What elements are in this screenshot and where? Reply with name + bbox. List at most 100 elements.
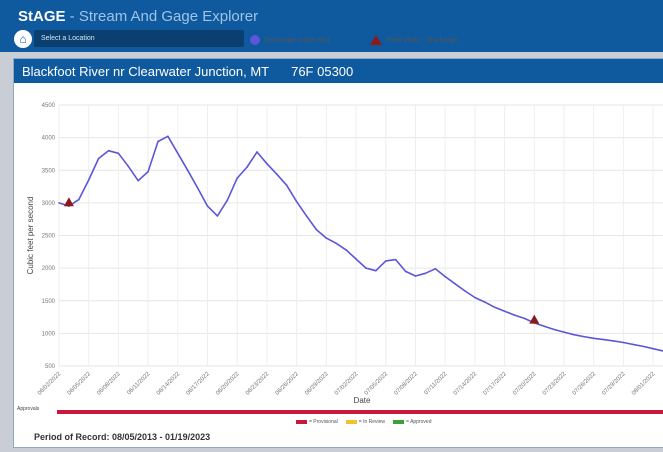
field-visit-marker xyxy=(63,197,74,207)
discharge-point xyxy=(97,157,100,160)
home-icon[interactable]: ⌂ xyxy=(14,30,32,48)
x-tick-label: 08/01/2022 xyxy=(631,371,657,397)
discharge-point xyxy=(523,317,526,320)
location-select[interactable]: Select a Location xyxy=(34,30,244,47)
discharge-point xyxy=(355,258,357,260)
in-review-swatch xyxy=(345,420,357,424)
discharge-point xyxy=(246,166,248,168)
discharge-point xyxy=(167,135,169,138)
discharge-series-line xyxy=(58,135,663,352)
in-review-label: = In Review xyxy=(358,419,386,425)
x-tick-label: 06/29/2022 xyxy=(304,371,330,397)
discharge-point xyxy=(276,173,278,175)
y-tick-label: 1000 xyxy=(42,331,56,337)
approvals-label: Approvals xyxy=(17,406,40,412)
discharge-point xyxy=(652,347,654,350)
discharge-point xyxy=(206,205,209,207)
discharge-point xyxy=(196,187,199,189)
discharge-point xyxy=(256,151,258,153)
discharge-point xyxy=(305,215,308,217)
discharge-point xyxy=(157,140,159,143)
discharge-point xyxy=(513,314,516,316)
x-tick-label: 07/20/2022 xyxy=(512,371,538,397)
provisional-label: = Provisional xyxy=(309,419,338,425)
status-provisional: = Provisional xyxy=(296,419,338,425)
discharge-point xyxy=(137,179,140,182)
discharge-point xyxy=(543,325,545,327)
approval-status-bar xyxy=(57,410,663,414)
discharge-point xyxy=(117,152,120,155)
discharge-point xyxy=(285,184,288,187)
x-tick-label: 07/08/2022 xyxy=(393,371,419,397)
x-tick-label: 06/23/2022 xyxy=(245,371,271,397)
discharge-point xyxy=(563,331,565,333)
discharge-point xyxy=(493,306,496,309)
site-id: 76F 05300 xyxy=(291,63,354,79)
discharge-point xyxy=(127,165,130,168)
x-tick-label: 07/02/2022 xyxy=(334,371,360,397)
field-visit-marker xyxy=(529,314,540,324)
y-axis-title: Cubic feet per second xyxy=(26,197,35,275)
x-tick-label: 07/17/2022 xyxy=(483,371,509,397)
discharge-point xyxy=(147,170,149,173)
chart-panel: Blackfoot River nr Clearwater Junction, … xyxy=(13,58,663,448)
x-tick-label: 07/05/2022 xyxy=(364,371,390,397)
y-tick-label: 2500 xyxy=(42,234,56,240)
chart-legend: Discharge (cubic ft/s) Field Visits - Di… xyxy=(0,35,663,49)
approved-swatch xyxy=(393,420,405,424)
approved-label: = Approved xyxy=(406,419,432,425)
x-tick-label: 07/26/2022 xyxy=(572,371,598,397)
field-visit-legend-marker xyxy=(370,35,382,45)
discharge-point xyxy=(444,275,446,278)
x-tick-label: 06/05/2022 xyxy=(67,371,93,397)
x-tick-label: 07/23/2022 xyxy=(542,371,568,397)
discharge-point xyxy=(622,341,625,344)
discharge-legend-marker xyxy=(250,35,260,45)
legend-item-field-visits[interactable]: Field Visits - Discharge xyxy=(370,35,457,45)
discharge-point xyxy=(394,258,397,261)
discharge-point xyxy=(78,198,80,201)
x-tick-label: 06/14/2022 xyxy=(156,371,182,397)
app-header: StAGE - Stream And Gage Explorer ⌂ Selec… xyxy=(0,0,663,52)
y-tick-label: 1500 xyxy=(42,299,56,305)
discharge-point xyxy=(612,340,615,342)
discharge-point xyxy=(107,149,110,152)
y-tick-label: 3000 xyxy=(42,201,56,207)
discharge-point xyxy=(434,267,437,270)
x-tick-label: 06/02/2022 xyxy=(37,371,63,397)
brand-name: StAGE xyxy=(18,8,66,25)
discharge-point xyxy=(375,269,377,272)
location-select-placeholder: Select a Location xyxy=(41,35,95,42)
x-tick-label: 07/11/2022 xyxy=(423,371,449,397)
panel-title: Blackfoot River nr Clearwater Junction, … xyxy=(14,59,663,83)
y-tick-label: 4000 xyxy=(42,136,56,142)
status-approved: = Approved xyxy=(393,419,431,425)
discharge-point xyxy=(592,337,595,340)
discharge-point xyxy=(474,296,476,299)
x-tick-label: 06/11/2022 xyxy=(126,371,152,397)
y-tick-label: 2000 xyxy=(42,266,56,272)
x-tick-label: 06/20/2022 xyxy=(215,371,241,397)
discharge-point xyxy=(602,338,605,341)
discharge-point xyxy=(454,282,456,285)
status-in-review: = In Review xyxy=(345,419,386,425)
period-of-record: Period of Record: 08/05/2013 - 01/19/202… xyxy=(34,432,211,442)
discharge-point xyxy=(216,215,219,217)
site-name: Blackfoot River nr Clearwater Junction, … xyxy=(22,63,270,79)
discharge-point xyxy=(553,328,555,331)
provisional-swatch xyxy=(296,420,307,424)
discharge-point xyxy=(325,237,328,239)
y-tick-label: 3500 xyxy=(42,168,56,174)
discharge-point xyxy=(295,200,298,203)
legend-label-discharge: Discharge (cubic ft/s) xyxy=(264,36,330,44)
x-tick-label: 06/17/2022 xyxy=(185,371,211,397)
discharge-point xyxy=(384,260,387,262)
app-title: StAGE - Stream And Gage Explorer xyxy=(18,8,258,28)
legend-label-field-visits: Field Visits - Discharge xyxy=(386,36,458,44)
discharge-point xyxy=(335,242,338,245)
discharge-point xyxy=(177,152,179,155)
discharge-point xyxy=(573,333,575,336)
legend-item-discharge[interactable]: Discharge (cubic ft/s) xyxy=(250,35,330,45)
discharge-point xyxy=(632,343,635,346)
